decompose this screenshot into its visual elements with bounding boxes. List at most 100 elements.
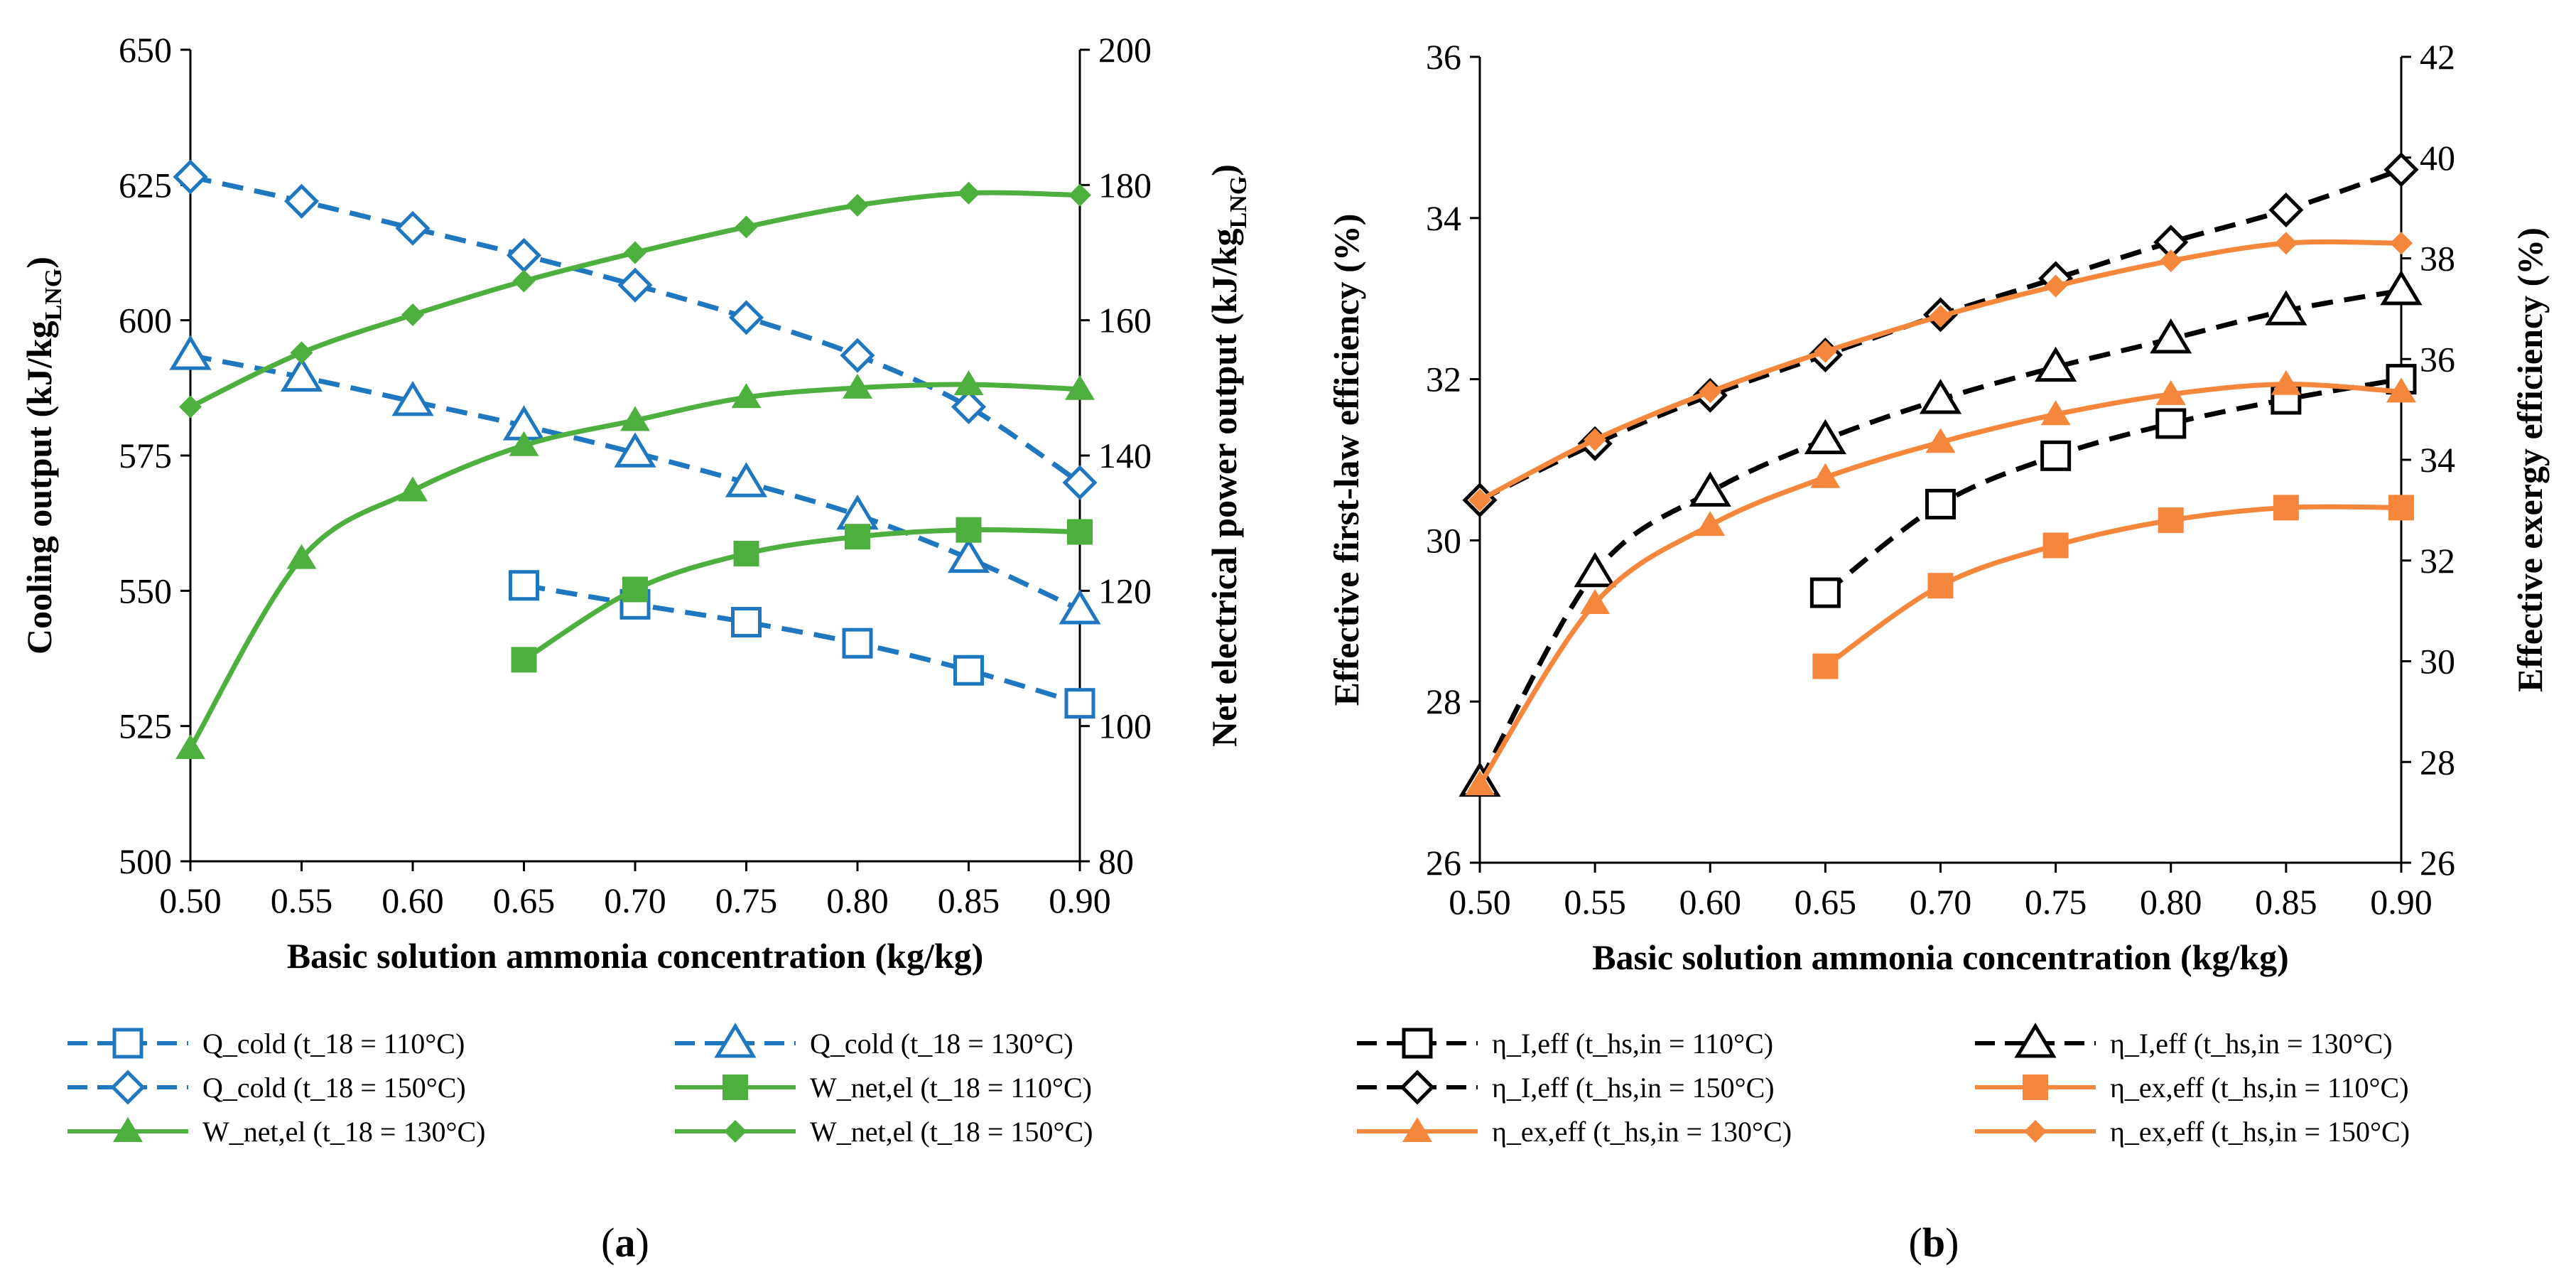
legend-marker	[113, 1117, 143, 1142]
legend-marker	[1400, 1070, 1435, 1105]
legend-label: η_I,eff (t_hs,in = 110°C)	[1492, 1028, 1773, 1060]
data-point	[179, 395, 202, 419]
panel-label-b: (b)	[1909, 1219, 1959, 1266]
data-point	[1468, 488, 1491, 512]
data-point	[947, 537, 990, 573]
data-point	[733, 540, 759, 566]
legend-marker	[110, 1070, 146, 1105]
y-right-tick-label: 160	[1098, 301, 1152, 340]
legend-entry: W_net,el (t_18 = 110°C)	[675, 1072, 1092, 1104]
y-left-tick-label: 34	[1426, 198, 1461, 238]
data-point	[617, 267, 653, 303]
legend-entry: W_net,el (t_18 = 150°C)	[675, 1116, 1093, 1148]
x-tick-label: 0.70	[604, 880, 666, 920]
data-point	[840, 338, 875, 373]
panel-label-b-letter: b	[1922, 1219, 1945, 1266]
data-point	[2158, 507, 2184, 534]
data-point	[401, 303, 424, 327]
series-line	[1824, 504, 2402, 669]
data-point	[1065, 375, 1095, 400]
legend-marker	[112, 1028, 144, 1059]
x-tick-label: 0.85	[938, 880, 1000, 920]
y-right-tick-label: 34	[2420, 440, 2455, 480]
series-4	[511, 517, 1093, 673]
data-point	[1064, 688, 1095, 719]
legend-entry: Q_cold (t_18 = 130°C)	[675, 1023, 1073, 1060]
data-point	[843, 373, 872, 399]
series-5	[175, 370, 1095, 760]
legend-marker	[714, 1023, 757, 1058]
data-point	[731, 606, 762, 637]
series-6	[1468, 232, 2413, 512]
legend-label: W_net,el (t_18 = 130°C)	[202, 1116, 485, 1148]
chart-a: 0.50 0.55 0.60 0.65 0.70 0.75 0.80 0.85 0.90 500 5…	[19, 30, 1252, 976]
series-3	[173, 159, 1098, 500]
data-point	[735, 215, 758, 239]
y-left-tick-label: 600	[119, 301, 172, 340]
y-right-tick-label: 30	[2420, 642, 2455, 682]
y-right-tick-label: 42	[2420, 37, 2455, 77]
y-left-tick-label: 650	[119, 30, 172, 70]
data-point	[2390, 232, 2413, 255]
data-point	[956, 517, 982, 543]
legend-label: η_ex,eff (t_hs,in = 150°C)	[2110, 1116, 2410, 1148]
x-tick-label: 0.65	[493, 880, 556, 920]
panel-label-a-open: (	[601, 1219, 615, 1266]
y-right-axis-label: Net electrical power output (kJ/kgLNG)	[1204, 164, 1252, 747]
x-axis-label: Basic solution ammonia concentration (kg…	[287, 936, 984, 976]
y-left-tick-label: 32	[1426, 360, 1461, 399]
y-right-tick-label: 200	[1098, 30, 1152, 70]
series-line	[1477, 288, 2402, 784]
data-point	[2040, 400, 2071, 426]
panel-label-b-open: (	[1909, 1219, 1922, 1266]
legend-b: η_I,eff (t_hs,in = 110°C) η_I,eff (t_hs,i…	[1357, 1023, 2410, 1148]
legend-marker	[2024, 1120, 2047, 1143]
data-point	[280, 356, 323, 392]
panel-label-a: (a)	[601, 1219, 649, 1266]
data-point	[175, 734, 205, 760]
series-2	[169, 335, 1101, 625]
data-point	[2273, 495, 2299, 521]
data-point	[1929, 305, 1952, 328]
data-point	[511, 647, 537, 673]
y-left-tick-label: 575	[119, 436, 172, 475]
data-point	[622, 576, 648, 603]
series-1	[1809, 364, 2417, 608]
data-point	[725, 462, 768, 497]
legend-marker	[1402, 1117, 1432, 1142]
series-line	[1478, 239, 2402, 502]
data-point	[1584, 428, 1607, 451]
data-point	[283, 183, 320, 219]
legend-entry: Q_cold (t_18 = 150°C)	[67, 1070, 466, 1105]
y-right-tick-label: 26	[2420, 843, 2455, 883]
y-right-tick-label: 40	[2420, 138, 2455, 178]
data-point	[2035, 346, 2077, 382]
x-axis-label: Basic solution ammonia concentration (kg…	[1592, 937, 2289, 977]
series-4	[1812, 495, 2414, 679]
series-line	[1824, 377, 2402, 595]
data-point	[1699, 380, 1722, 404]
legend-entry: η_I,eff (t_hs,in = 150°C)	[1357, 1070, 1775, 1105]
y-right-tick-label: 28	[2420, 742, 2455, 782]
panel-label-a-letter: a	[615, 1219, 636, 1266]
legend-entry: η_ex,eff (t_hs,in = 110°C)	[1975, 1072, 2409, 1104]
legend-label: Q_cold (t_18 = 110°C)	[202, 1028, 465, 1060]
data-point	[953, 655, 984, 686]
x-tick-label: 0.75	[715, 880, 778, 920]
legend-a: Q_cold (t_18 = 110°C) Q_cold (t_18 = 130°…	[67, 1023, 1093, 1148]
legend-label: W_net,el (t_18 = 110°C)	[810, 1072, 1092, 1104]
data-point	[173, 159, 208, 195]
data-point	[2265, 290, 2307, 325]
data-point	[1919, 379, 1962, 414]
data-point	[2159, 249, 2182, 273]
data-point	[614, 432, 656, 468]
data-point	[512, 269, 536, 293]
legend-entry: η_ex,eff (t_hs,in = 130°C)	[1357, 1116, 1792, 1148]
y-right-tick-label: 120	[1098, 571, 1152, 610]
panel-label-b-close: )	[1945, 1219, 1959, 1266]
data-point	[2386, 377, 2416, 403]
y-right-axis-label: Effective exergy efficiency (%)	[2510, 227, 2550, 692]
legend-label: W_net,el (t_18 = 150°C)	[810, 1116, 1093, 1148]
legend-label: η_I,eff (t_hs,in = 150°C)	[1492, 1072, 1775, 1104]
legend-marker	[724, 1120, 747, 1143]
